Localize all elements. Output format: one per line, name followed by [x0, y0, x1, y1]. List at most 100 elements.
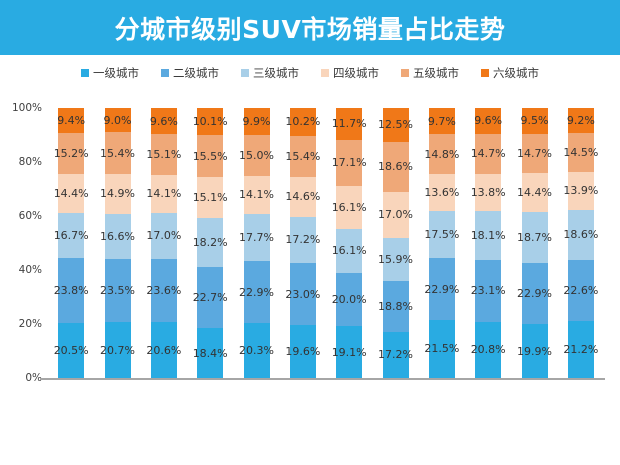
bar-segment[interactable]: 9.2% [567, 108, 595, 133]
bar-segment[interactable]: 19.1% [332, 326, 367, 378]
bar-segment-value-label: 17.1% [331, 156, 367, 170]
bar-segment[interactable]: 18.7% [517, 212, 552, 263]
bar-segment[interactable]: 15.1% [193, 177, 228, 218]
bar-segment[interactable]: 15.1% [146, 133, 181, 175]
bar-segment[interactable]: 20.3% [239, 323, 274, 378]
bar-segment[interactable]: 9.5% [521, 107, 548, 134]
bar-segment[interactable]: 16.6% [100, 214, 135, 259]
legend-item-2[interactable]: 二级城市 [161, 65, 219, 81]
bar-segment[interactable]: 15.4% [100, 132, 135, 174]
bar-segment[interactable]: 20.5% [54, 322, 89, 378]
bar-segment[interactable]: 22.6% [563, 259, 598, 321]
legend-item-5[interactable]: 五级城市 [401, 65, 459, 81]
bar-segment[interactable]: 15.4% [285, 135, 320, 178]
legend-item-6[interactable]: 六级城市 [481, 65, 539, 81]
bar-segment[interactable]: 20.6% [146, 322, 181, 378]
bar-segment[interactable]: 17.5% [424, 210, 459, 259]
bar-segment-value-label: 18.8% [378, 299, 413, 313]
bar-segment[interactable]: 9.6% [474, 108, 502, 134]
bar-segment[interactable]: 23.6% [146, 258, 181, 323]
legend-item-3[interactable]: 三级城市 [241, 65, 299, 81]
bar-segment[interactable]: 14.1% [146, 174, 181, 213]
bar-segment-value-label: 14.5% [563, 145, 599, 159]
bar-segment[interactable]: 17.0% [146, 212, 181, 259]
bar-group[interactable]: 20.7% 23.5% 16.6% 14.9% 15.4% 9.0% [100, 107, 135, 378]
bar-segment[interactable]: 22.9% [517, 262, 552, 325]
bar-segment[interactable]: 9.0% [104, 107, 131, 133]
bar-group[interactable]: 20.5% 23.8% 16.7% 14.4% 15.2% 9.4% [54, 108, 89, 378]
bar-group[interactable]: 19.6% 23.0% 17.2% 14.6% 15.4% 10.2% [285, 108, 320, 378]
bar-segment[interactable]: 23.0% [285, 263, 320, 326]
bar-segment[interactable]: 14.9% [100, 173, 135, 214]
bar-segment[interactable]: 16.1% [332, 185, 367, 230]
bar-segment[interactable]: 12.5% [378, 108, 413, 142]
bar-segment[interactable]: 15.9% [378, 237, 413, 281]
bar-segment[interactable]: 16.7% [54, 213, 89, 259]
bar-segment[interactable]: 19.9% [517, 324, 552, 378]
bar-segment[interactable]: 22.9% [239, 261, 274, 324]
bar-segment[interactable]: 23.5% [100, 258, 135, 323]
bar-segment[interactable]: 14.5% [563, 132, 598, 173]
bar-segment[interactable]: 18.2% [193, 217, 228, 268]
bar-segment[interactable]: 22.9% [424, 258, 459, 320]
bar-group[interactable]: 20.3% 22.9% 17.7% 14.1% 15.0% 9.9% [239, 108, 274, 378]
bar-segment[interactable]: 19.6% [285, 325, 320, 378]
bar-segment[interactable]: 23.8% [54, 258, 89, 323]
bar-segment[interactable]: 16.1% [332, 229, 367, 273]
bar-segment[interactable]: 13.6% [424, 174, 459, 211]
bar-segment[interactable]: 14.7% [517, 133, 552, 174]
bar-segment-value-label: 23.5% [100, 283, 135, 297]
bar-segment[interactable]: 20.0% [332, 272, 367, 327]
bar-segment[interactable]: 9.9% [243, 108, 270, 136]
bar-segment[interactable]: 21.2% [563, 320, 598, 378]
bar-segment[interactable]: 17.2% [378, 331, 413, 378]
bar-segment[interactable]: 17.0% [378, 192, 413, 238]
legend-item-1[interactable]: 一级城市 [81, 65, 139, 81]
bar-segment[interactable]: 15.2% [54, 133, 89, 175]
bar-segment[interactable]: 10.2% [285, 108, 320, 136]
bar-segment[interactable]: 18.4% [193, 328, 228, 378]
bar-segment[interactable]: 18.6% [378, 141, 413, 192]
bar-segment[interactable]: 14.7% [471, 133, 506, 174]
x-axis-line [40, 378, 605, 380]
bar-group[interactable]: 19.1% 20.0% 16.1% 16.1% 17.1% 11.7% [332, 108, 367, 378]
bar-segment[interactable]: 18.8% [378, 280, 413, 332]
bar-segment[interactable]: 20.7% [100, 322, 135, 378]
bar-group[interactable]: 17.2% 18.8% 15.9% 17.0% 18.6% 12.5% [378, 108, 413, 378]
bar-group[interactable]: 19.9% 22.9% 18.7% 14.4% 14.7% 9.5% [517, 107, 552, 378]
bar-segment[interactable]: 23.1% [471, 259, 506, 322]
legend-item-4[interactable]: 四级城市 [321, 65, 379, 81]
bar-segment[interactable]: 14.4% [54, 174, 89, 214]
bar-segment[interactable]: 9.6% [150, 108, 178, 134]
bar-segment[interactable]: 9.4% [57, 108, 85, 134]
bar-group[interactable]: 21.5% 22.9% 17.5% 13.6% 14.8% 9.7% [424, 108, 459, 378]
bar-segment[interactable]: 15.5% [193, 135, 228, 178]
bar-segment[interactable]: 22.7% [193, 267, 228, 329]
bar-group[interactable]: 21.2% 22.6% 18.6% 13.9% 14.5% 9.2% [563, 108, 598, 378]
bar-segment[interactable]: 9.7% [428, 108, 456, 135]
bar-segment[interactable]: 10.1% [193, 108, 228, 136]
bar-group[interactable]: 18.4% 22.7% 18.2% 15.1% 15.5% 10.1% [193, 108, 228, 378]
bar-segment[interactable]: 13.8% [471, 173, 506, 211]
bar-segment[interactable]: 14.8% [424, 134, 459, 175]
bar-segment-value-label: 11.7% [331, 117, 367, 131]
legend-item-label: 二级城市 [173, 66, 219, 80]
bar-segment[interactable]: 13.9% [563, 172, 598, 210]
bar-segment-value-label: 15.0% [239, 148, 274, 162]
bar-group[interactable]: 20.6% 23.6% 17.0% 14.1% 15.1% 9.6% [146, 108, 181, 378]
bar-segment[interactable]: 14.4% [517, 173, 552, 213]
bar-segment[interactable]: 18.6% [563, 209, 598, 260]
bar-segment[interactable]: 20.8% [471, 321, 506, 378]
bar-segment-value-label: 16.7% [53, 229, 89, 243]
bar-segment[interactable]: 17.7% [239, 213, 274, 262]
bar-segment[interactable]: 21.5% [424, 319, 459, 378]
bar-segment[interactable]: 14.6% [285, 177, 320, 217]
bar-group[interactable]: 20.8% 23.1% 18.1% 13.8% 14.7% 9.6% [471, 108, 506, 378]
bar-segment[interactable]: 15.0% [239, 135, 274, 176]
bar-segment[interactable]: 17.2% [285, 216, 320, 263]
bar-segment[interactable]: 11.7% [332, 108, 367, 140]
bar-segment[interactable]: 14.1% [239, 175, 274, 214]
bar-segment-value-label: 20.5% [53, 343, 89, 357]
bar-segment[interactable]: 17.1% [332, 139, 367, 186]
bar-segment[interactable]: 18.1% [471, 210, 506, 260]
